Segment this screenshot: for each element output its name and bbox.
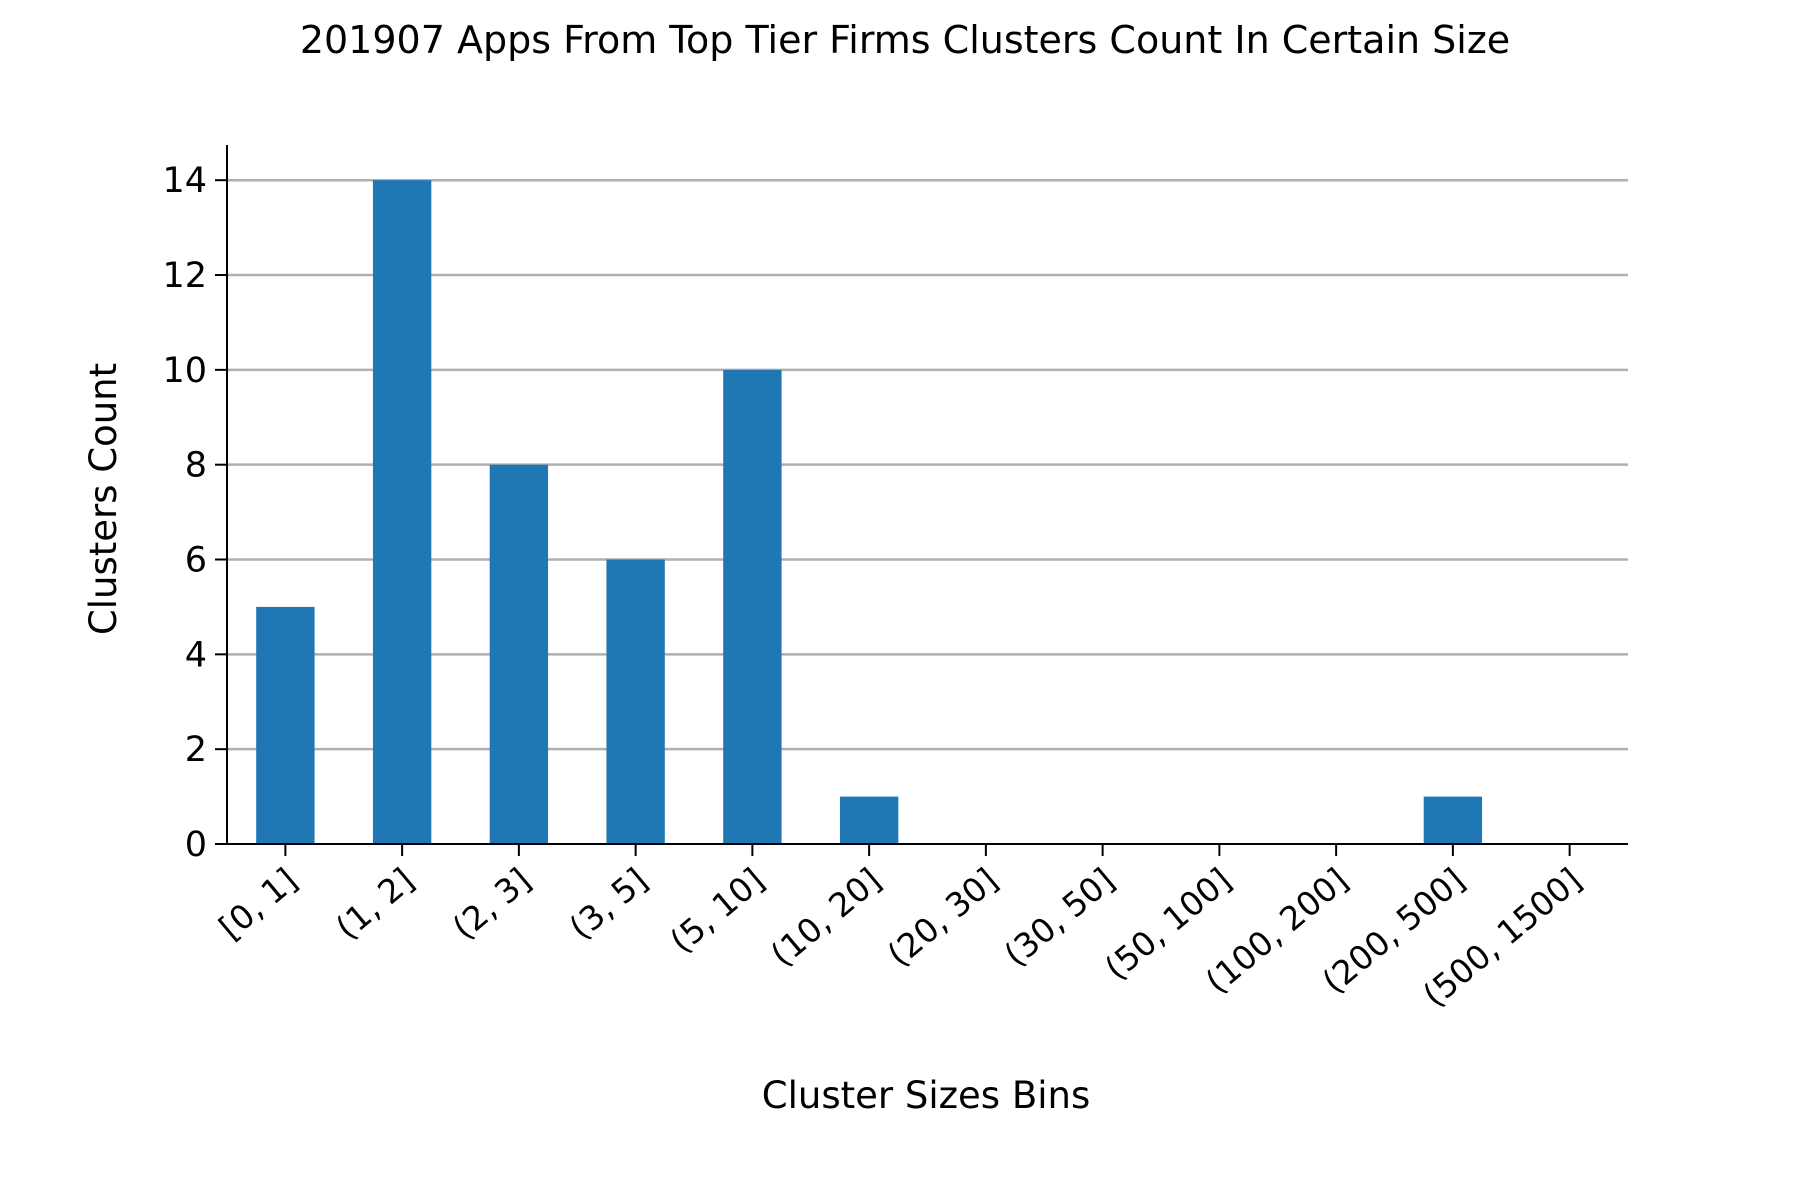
bar xyxy=(256,606,315,844)
y-tick-label: 0 xyxy=(185,825,207,865)
x-tick-label: (20, 30] xyxy=(880,860,1005,974)
y-tick-label: 8 xyxy=(185,446,207,486)
y-tick-label: 10 xyxy=(162,351,207,391)
bar xyxy=(723,369,782,844)
axes xyxy=(226,145,1628,845)
x-axis-label: Cluster Sizes Bins xyxy=(762,1074,1090,1117)
y-tick-label: 14 xyxy=(162,161,207,201)
y-tick-label: 6 xyxy=(185,541,207,581)
y-tick-label: 4 xyxy=(185,635,207,675)
x-tick-label: [0, 1] xyxy=(211,860,304,947)
bar xyxy=(489,464,549,844)
bar xyxy=(839,796,899,844)
y-tick-label: 2 xyxy=(185,730,207,770)
x-tick-label: (1, 2] xyxy=(328,860,421,947)
y-tick-label: 12 xyxy=(162,256,207,296)
y-axis-label: Clusters Count xyxy=(82,363,125,635)
chart-title: 201907 Apps From Top Tier Firms Clusters… xyxy=(300,18,1510,62)
bar xyxy=(606,559,665,844)
x-tick-label: (10, 20] xyxy=(763,860,888,974)
x-ticks: [0, 1] (1, 2] (2, 3] (3, 5] (5, 10](10, 20](… xyxy=(211,844,1589,1015)
bar xyxy=(372,180,432,844)
grid-lines xyxy=(227,178,1628,751)
y-ticks: 0 2 4 6 8 10 12 14 xyxy=(162,161,227,865)
bar xyxy=(1423,796,1483,844)
bars xyxy=(256,180,1483,844)
x-tick-label: (2, 3] xyxy=(445,860,538,947)
x-tick-label: (3, 5] xyxy=(562,860,655,947)
x-tick-label: (5, 10] xyxy=(662,860,771,960)
